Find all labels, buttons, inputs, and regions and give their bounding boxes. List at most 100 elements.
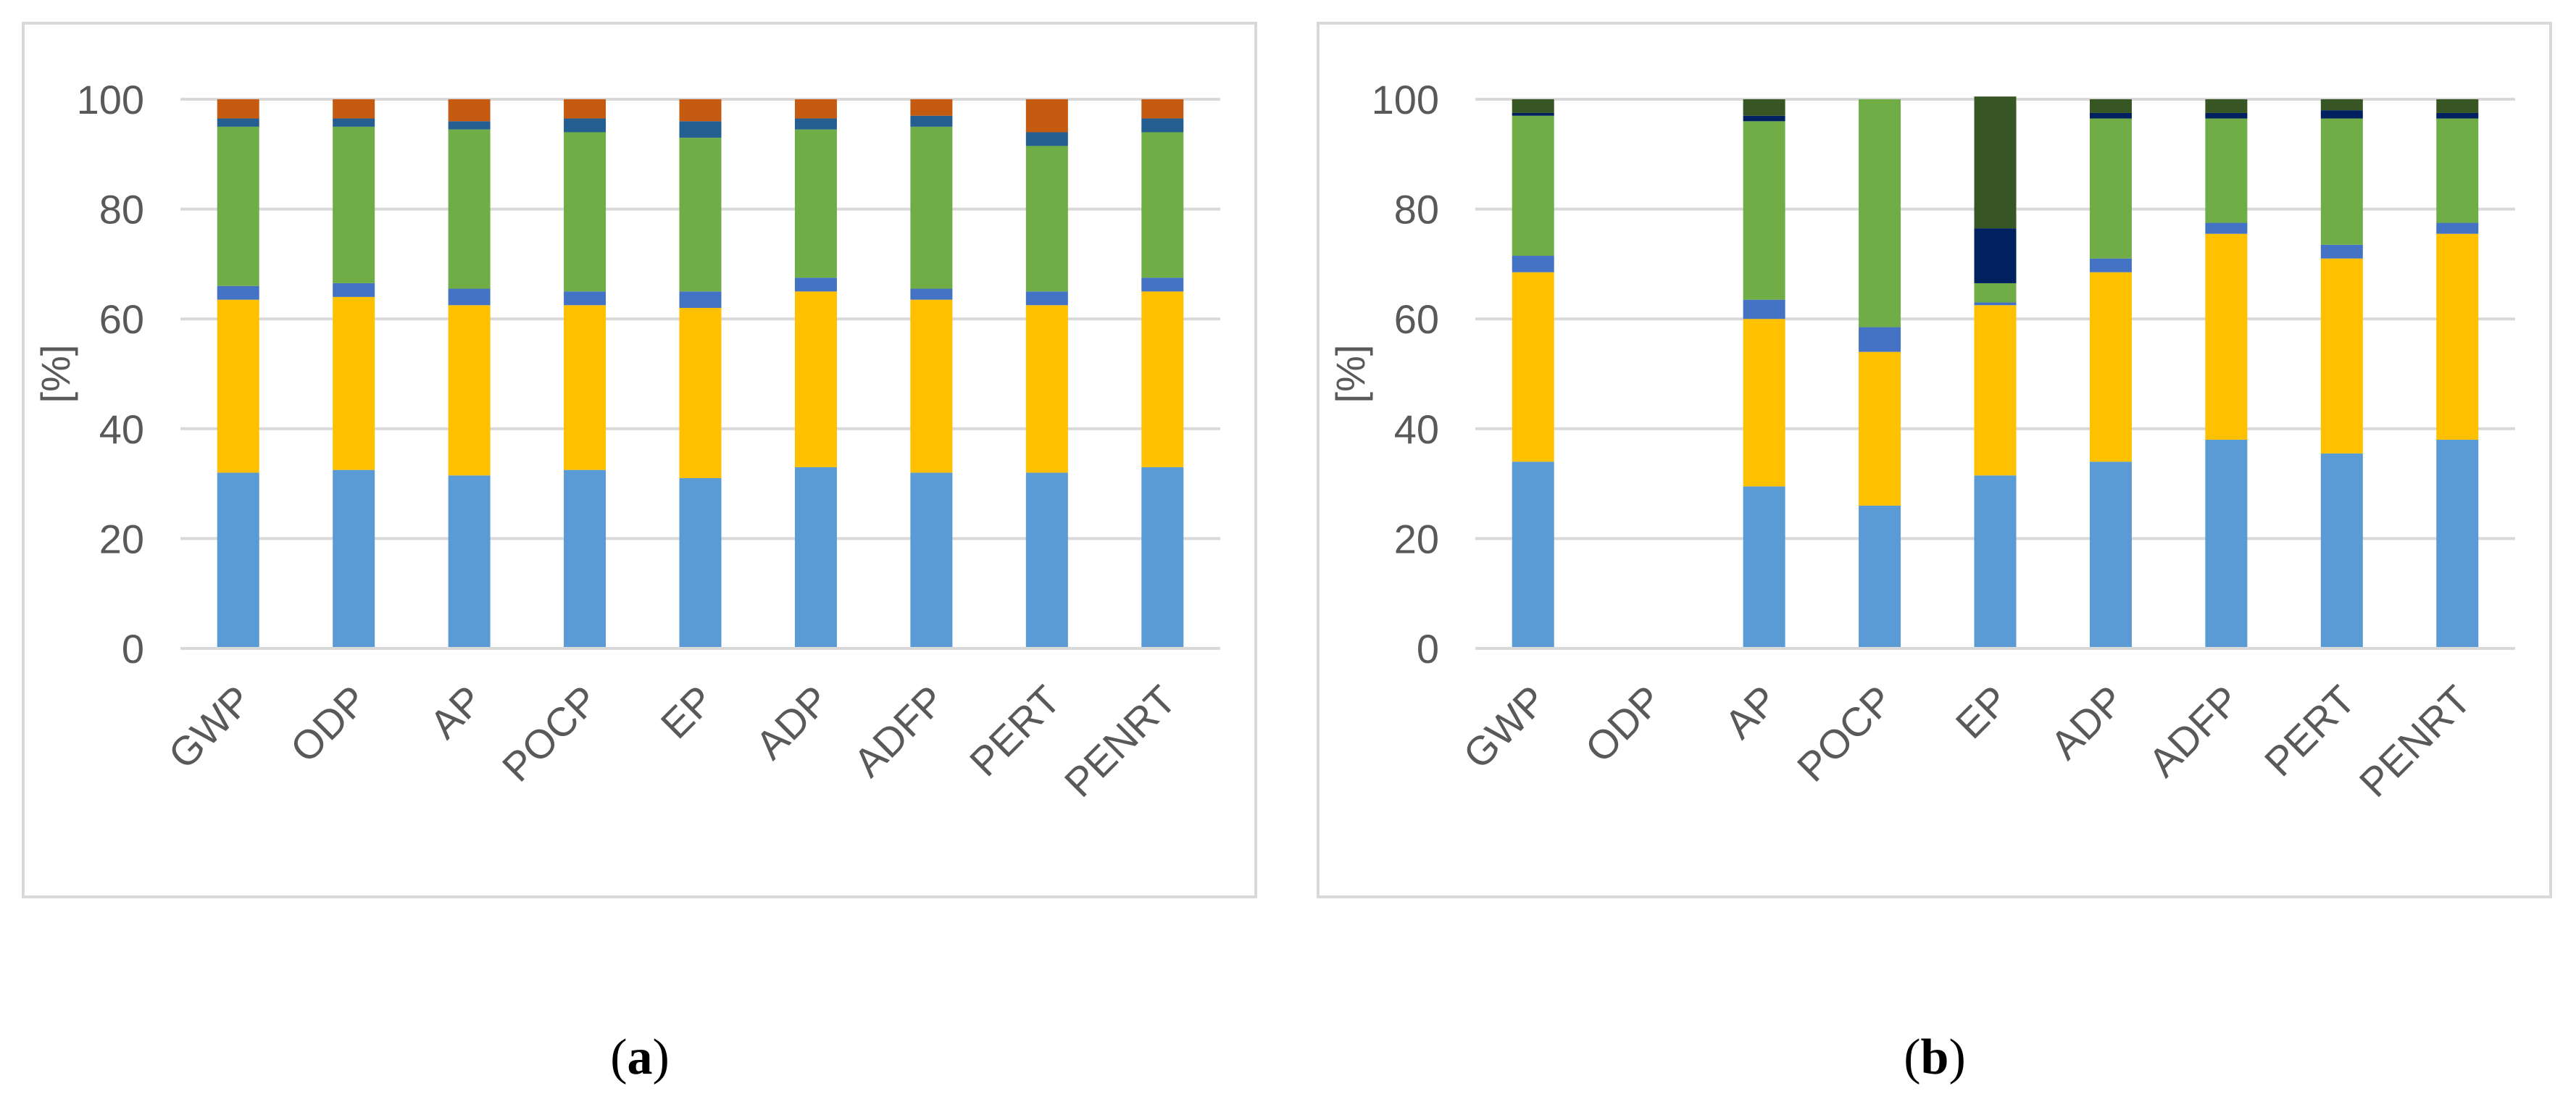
bar-segment [1512, 115, 1554, 256]
bar-segment [564, 118, 607, 133]
bar-segment [1141, 277, 1184, 292]
bar-segment [448, 305, 491, 476]
bar-segment [679, 99, 722, 122]
bar-segment [2320, 453, 2363, 648]
bar-segment [1025, 305, 1068, 473]
bar-segment [2205, 118, 2248, 223]
x-tick-label: ADFP [2140, 677, 2248, 785]
y-tick-label: 80 [99, 187, 144, 233]
bar-segment [217, 285, 259, 300]
bar-segment [1141, 132, 1184, 278]
x-tick-label: ODP [281, 677, 375, 771]
bar-segment [2089, 112, 2132, 119]
bar-segment [217, 118, 259, 127]
x-tick-label: PENRT [2351, 677, 2480, 806]
bar-segment [2320, 118, 2363, 245]
bar-segment [910, 99, 953, 116]
x-tick-label: GWP [1454, 677, 1555, 777]
bar-segment [2320, 244, 2363, 259]
chart-panel-b: 0 20 40 60 80 100 [%] GWP ODP AP POCP EP ADP ADFP PERT… [1317, 22, 2552, 898]
bar-segment [1859, 505, 1901, 648]
bar-segment [2205, 112, 2248, 119]
x-tick-label: POCP [493, 677, 607, 790]
bar-segment [1025, 146, 1068, 292]
bar-segment [1974, 96, 2017, 229]
chart-panel-a: 0 20 40 60 80 100 [%] GWP ODP AP POCP EP ADP ADFP PERT… [22, 22, 1257, 898]
bar-segment [910, 472, 953, 648]
bar-segment [564, 99, 607, 119]
bar-segment [333, 469, 375, 648]
bar-segment [1859, 327, 1901, 352]
bar-segment [2089, 461, 2132, 648]
x-tick-label: POCP [1788, 677, 1902, 790]
x-tick-label: ODP [1576, 677, 1670, 771]
bar-segment [2205, 439, 2248, 648]
y-tick-label: 0 [1417, 626, 1439, 672]
bar-segment [1025, 99, 1068, 133]
bar-segment [679, 121, 722, 138]
bar-segment [794, 99, 837, 119]
bar-segment [1512, 99, 1554, 113]
bar-segment [794, 129, 837, 278]
bar-segment [448, 129, 491, 289]
bar-segment [1141, 467, 1184, 648]
y-tick-label: 0 [122, 626, 144, 672]
bar-segment [333, 126, 375, 283]
bar-segment [1512, 112, 1554, 116]
bar-segment [333, 296, 375, 470]
bar-segment [448, 288, 491, 306]
bar-segment [910, 299, 953, 473]
y-axis-title: [%] [1327, 345, 1373, 404]
x-tick-label: AP [421, 677, 491, 747]
bar-segment [333, 283, 375, 297]
bar-segment [2089, 258, 2132, 272]
bar-segment [2320, 258, 2363, 454]
bar-segment [2436, 118, 2479, 223]
bar-segment [1512, 461, 1554, 648]
bar-segment [564, 291, 607, 306]
caption-a: (a) [610, 1029, 670, 1085]
bars [217, 99, 1184, 648]
bar-segment [679, 291, 722, 309]
bar-segment [2436, 222, 2479, 234]
y-tick-label: 20 [99, 516, 144, 561]
bar-segment [794, 291, 837, 467]
x-tick-label: EP [1947, 677, 2017, 747]
bar-segment [1974, 302, 2017, 306]
bar-segment [1859, 99, 1901, 327]
bar-segment [2320, 99, 2363, 111]
y-axis-title: [%] [33, 345, 78, 404]
chart-a: 0 20 40 60 80 100 [%] GWP ODP AP POCP EP ADP ADFP PERT… [33, 77, 1220, 806]
bar-segment [2205, 233, 2248, 440]
bar-segment [2436, 112, 2479, 119]
bar-segment [1512, 272, 1554, 462]
bar-segment [910, 126, 953, 289]
bar-segment [448, 475, 491, 648]
y-tick-label: 100 [1372, 77, 1439, 122]
bar-segment [1743, 115, 1785, 122]
bar-segment [333, 99, 375, 119]
bar-segment [448, 99, 491, 122]
bar-segment [1974, 305, 2017, 476]
bar-segment [1743, 319, 1785, 487]
bar-segment [679, 478, 722, 648]
bar-segment [217, 126, 259, 286]
bar-segment [2436, 233, 2479, 440]
x-tick-label: PERT [961, 677, 1069, 785]
bar-segment [2436, 439, 2479, 648]
x-tick-label: EP [652, 677, 722, 747]
bar-segment [2320, 110, 2363, 119]
bar-segment [1141, 99, 1184, 119]
bar-segment [1859, 351, 1901, 506]
y-tick-label: 80 [1394, 187, 1439, 233]
bar-segment [1743, 99, 1785, 116]
x-tick-label: AP [1716, 677, 1786, 747]
x-tick-label: ADFP [845, 677, 954, 785]
y-tick-label: 40 [1394, 406, 1439, 452]
caption-b: (b) [1904, 1029, 1966, 1085]
bar-segment [910, 288, 953, 300]
bar-segment [910, 115, 953, 127]
bar-segment [1743, 121, 1785, 300]
bar-segment [2436, 99, 2479, 113]
bar-segment [217, 299, 259, 473]
